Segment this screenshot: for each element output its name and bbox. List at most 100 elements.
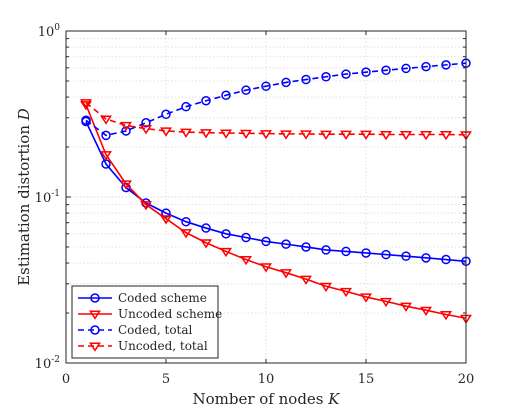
legend-label: Coded, total xyxy=(118,323,193,337)
data-point xyxy=(361,248,371,258)
grid xyxy=(66,31,466,363)
data-point xyxy=(260,130,272,140)
data-point xyxy=(120,121,132,132)
data-point xyxy=(381,65,391,76)
legend-label: Uncoded scheme xyxy=(118,307,222,321)
data-point xyxy=(420,306,432,316)
data-point xyxy=(220,247,232,258)
data-point xyxy=(401,251,411,261)
data-point xyxy=(280,130,292,140)
y-axis-label-variable: D xyxy=(15,108,33,121)
legend-items: Coded scheme Uncoded scheme Coded, total Un… xyxy=(78,291,222,353)
data-point xyxy=(241,232,251,243)
legend-item: Coded, total xyxy=(78,323,193,337)
data-point xyxy=(420,130,432,141)
data-point xyxy=(360,293,372,303)
data-point xyxy=(240,129,252,140)
data-point xyxy=(221,90,231,101)
data-point xyxy=(261,81,271,91)
x-tick-label: 10 xyxy=(258,372,275,387)
data-point xyxy=(260,263,272,273)
y-tick-label-base: 10 xyxy=(35,191,52,206)
data-point xyxy=(421,253,431,263)
data-point xyxy=(401,63,411,74)
data-point xyxy=(180,128,192,138)
data-point xyxy=(200,129,212,139)
data-point xyxy=(101,130,111,141)
data-point xyxy=(441,254,451,265)
data-point xyxy=(181,216,191,227)
legend-marker xyxy=(90,293,100,303)
data-point xyxy=(80,99,92,109)
y-tick-label-exponent: 0 xyxy=(54,23,60,33)
x-axis-label-text: Nomber of nodes xyxy=(192,390,328,408)
x-tick-label: 15 xyxy=(358,372,375,387)
data-point xyxy=(381,249,391,260)
data-point xyxy=(201,223,211,233)
data-point xyxy=(341,69,351,79)
data-point xyxy=(261,236,271,247)
data-point xyxy=(440,130,452,141)
legend-marker xyxy=(89,342,101,352)
data-point xyxy=(281,77,291,88)
data-point xyxy=(120,180,132,190)
data-point xyxy=(301,242,311,252)
data-point xyxy=(241,85,251,95)
series-4 xyxy=(80,99,472,141)
y-tick-label-base: 10 xyxy=(38,25,55,40)
data-point xyxy=(181,101,191,112)
x-axis-label-variable: K xyxy=(327,390,340,408)
data-point xyxy=(360,130,372,140)
data-point xyxy=(81,115,91,125)
data-point xyxy=(380,130,392,141)
data-point xyxy=(400,302,412,312)
y-tick-label-exponent: -1 xyxy=(51,189,60,199)
series-3 xyxy=(81,58,471,141)
legend-label: Uncoded, total xyxy=(118,339,208,353)
x-tick-label: 5 xyxy=(162,372,170,387)
legend-label: Coded scheme xyxy=(118,291,207,305)
data-point xyxy=(281,239,291,249)
data-point xyxy=(140,125,152,135)
data-point xyxy=(300,130,312,140)
data-point xyxy=(400,130,412,141)
data-point xyxy=(220,129,232,139)
y-tick-label: 10-2 xyxy=(35,355,60,372)
y-tick-label: 10-1 xyxy=(35,189,60,206)
legend-marker xyxy=(90,325,100,335)
data-point xyxy=(100,115,112,125)
y-tick-label-exponent: -2 xyxy=(51,355,60,365)
data-point xyxy=(280,269,292,279)
data-point xyxy=(161,109,171,120)
legend-marker xyxy=(89,310,101,320)
data-point xyxy=(340,287,352,298)
data-point xyxy=(421,61,431,72)
data-point xyxy=(361,67,371,77)
data-point xyxy=(240,256,252,266)
data-point xyxy=(301,74,311,85)
data-point xyxy=(160,127,172,137)
data-point xyxy=(161,208,171,218)
data-point xyxy=(441,60,451,70)
y-tick-label-base: 10 xyxy=(35,357,52,372)
data-point xyxy=(440,310,452,321)
y-axis-label: Estimation distortion D xyxy=(15,108,33,286)
data-point xyxy=(201,96,211,106)
data-point xyxy=(341,246,351,257)
series-layer xyxy=(80,58,472,325)
data-point xyxy=(141,118,151,128)
data-point xyxy=(180,229,192,239)
data-point xyxy=(321,72,331,82)
data-point xyxy=(221,229,231,239)
data-point xyxy=(320,130,332,140)
y-tick-label: 100 xyxy=(38,23,61,40)
legend: Coded scheme Uncoded scheme Coded, total Un… xyxy=(71,285,222,359)
data-point xyxy=(320,282,332,292)
legend-item: Coded scheme xyxy=(78,291,207,305)
x-tick-label: 20 xyxy=(458,372,475,387)
legend-item: Uncoded, total xyxy=(78,339,208,353)
data-point xyxy=(340,130,352,140)
y-axis-label-text: Estimation distortion xyxy=(15,120,33,286)
legend-item: Uncoded scheme xyxy=(78,307,222,321)
